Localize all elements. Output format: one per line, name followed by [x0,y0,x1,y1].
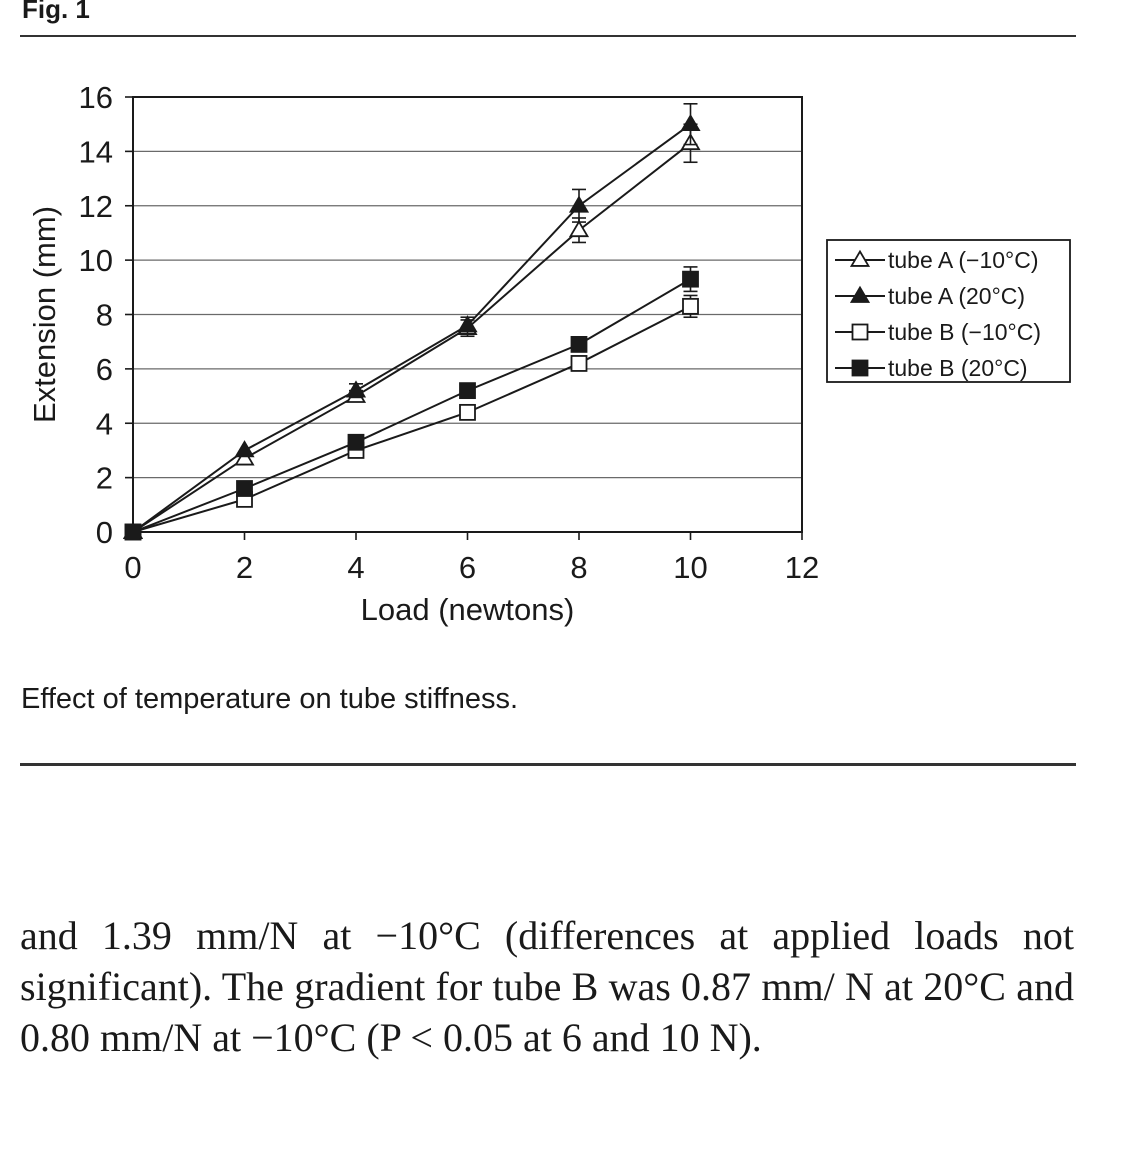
top-rule [20,35,1076,37]
legend-marker [851,323,869,341]
data-point [457,315,478,333]
y-tick-label-8: 8 [96,298,113,333]
data-point [568,195,590,213]
x-tick-label-2: 2 [236,550,253,585]
series-line [132,142,692,533]
y-tick-label-2: 2 [96,461,113,496]
x-tick-label-0: 0 [124,550,141,585]
data-point [234,440,255,458]
series-line [132,305,691,533]
data-point [682,270,699,288]
legend-label: tube B (20°C) [888,355,1028,381]
data-point [345,380,367,398]
y-tick-label-6: 6 [96,352,113,387]
figure-caption: Effect of temperature on tube stiffness. [21,683,519,715]
data-point [234,448,255,466]
data-point [680,113,701,132]
body-paragraph: and 1.39 mm/N at −10°C (differences at a… [20,913,1074,1060]
data-point [124,523,142,541]
y-tick-label-10: 10 [79,243,113,278]
legend-label: tube A (−10°C) [888,247,1039,273]
x-tick-label-8: 8 [570,550,587,585]
x-tick-label-12: 12 [785,550,819,585]
y-tick-label-4: 4 [96,406,113,441]
data-point [570,355,588,372]
y-axis-title: Extension (mm) [27,206,62,423]
legend-marker [851,359,869,377]
x-tick-label-10: 10 [673,550,707,585]
chart: 0 2 4 6 8 10 12 14 16 0 2 4 6 8 10 12 Load (newtons) Exte… [27,80,1071,627]
data-point [459,403,476,421]
data-point [568,219,590,238]
legend: tube A (−10°C) tube A (20°C) tube B (−10°C… [826,239,1071,383]
y-tick-label-14: 14 [79,134,113,169]
legend-marker [849,285,871,303]
data-point [459,382,476,400]
data-point [570,336,588,353]
series-line [132,278,692,533]
bottom-rule [20,763,1076,766]
data-point [682,297,699,315]
legend-label: tube A (20°C) [888,283,1025,309]
y-tick-label-0: 0 [96,515,113,550]
data-series [122,102,701,541]
series-4 [124,266,699,541]
x-tick-label-6: 6 [459,550,476,585]
y-tick-label-12: 12 [79,189,113,224]
figure-label: Fig. 1 [22,0,90,24]
series-2 [122,102,701,539]
legend-label: tube B (−10°C) [888,319,1041,345]
data-point [236,480,253,497]
x-tick-label-4: 4 [347,550,364,585]
y-tick-label-16: 16 [79,80,113,115]
x-axis-title: Load (newtons) [361,592,575,627]
axes: 0 2 4 6 8 10 12 14 16 0 2 4 6 8 10 12 Load (newtons) Exte… [27,80,819,627]
legend-marker [849,249,871,267]
series-line [132,123,692,533]
data-point [347,433,365,451]
